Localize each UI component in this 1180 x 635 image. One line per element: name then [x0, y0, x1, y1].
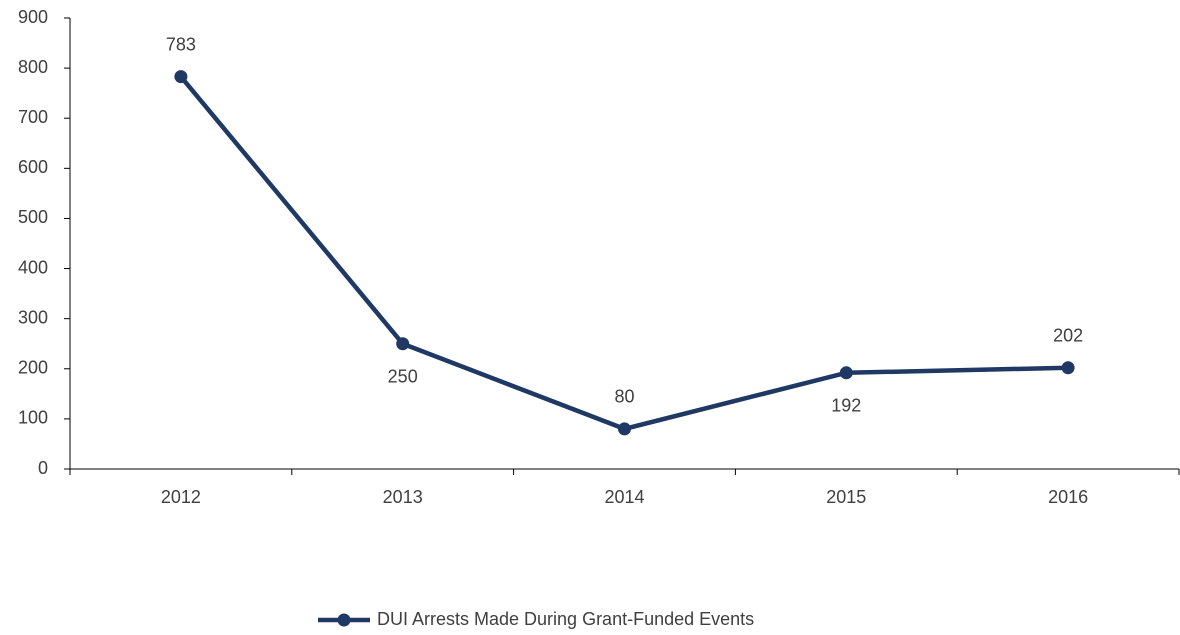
x-tick-label: 2015	[826, 487, 866, 507]
y-tick-label: 200	[18, 358, 48, 378]
y-tick-label: 100	[18, 408, 48, 428]
data-label: 783	[166, 34, 196, 54]
data-point	[174, 70, 188, 84]
x-tick-label: 2016	[1048, 487, 1088, 507]
y-tick-label: 700	[18, 107, 48, 127]
x-tick-label: 2013	[383, 487, 423, 507]
legend-marker	[337, 613, 351, 627]
y-tick-label: 0	[38, 458, 48, 478]
y-tick-label: 800	[18, 57, 48, 77]
data-label: 192	[831, 396, 861, 416]
x-tick-label: 2012	[161, 487, 201, 507]
data-line	[179, 75, 1069, 432]
data-label: 202	[1053, 326, 1083, 346]
data-label: 80	[614, 387, 634, 407]
data-point	[1061, 361, 1075, 375]
x-tick-label: 2014	[604, 487, 644, 507]
data-label: 250	[388, 366, 418, 386]
y-tick-label: 600	[18, 157, 48, 177]
data-point	[396, 337, 410, 351]
y-tick-label: 400	[18, 257, 48, 277]
data-point	[618, 422, 631, 436]
y-tick-label: 500	[18, 207, 48, 227]
legend-label: DUI Arrests Made During Grant-Funded Eve…	[377, 609, 754, 629]
y-tick-label: 900	[18, 7, 48, 27]
y-tick-label: 300	[18, 307, 48, 327]
data-point	[839, 366, 853, 380]
